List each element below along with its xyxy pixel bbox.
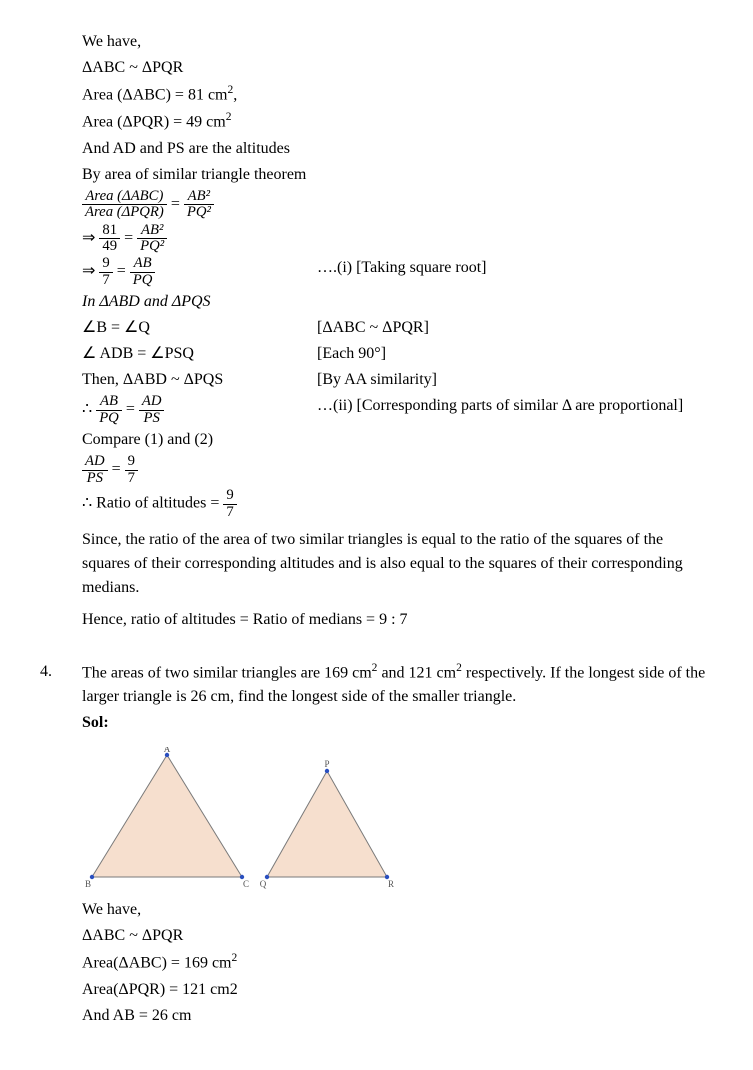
vertex-dot [325,769,329,773]
numerator: AB [96,394,122,410]
fraction: AB PQ [130,256,156,288]
proof-line: Compare (1) and (2) [82,428,713,452]
proof-line: In ΔABD and ΔPQS [82,290,713,314]
numerator: 9 [99,256,112,272]
sol-line: Area(ΔABC) = 169 cm2 [82,950,713,975]
note: ….(i) [Taking square root] [317,256,713,288]
denominator: 7 [223,505,236,520]
fraction: 81 49 [99,223,120,255]
triangle-abc [92,755,242,877]
note: [Each 90°] [317,342,713,366]
numerator: AD [82,454,108,470]
denominator: Area (ΔPQR) [82,205,167,220]
note: …(ii) [Corresponding parts of similar Δ … [317,394,713,426]
numerator: AB [130,256,156,272]
sol-line: ΔABC ~ ΔPQR [82,924,713,948]
denominator: 7 [99,273,112,288]
numerator: 9 [223,488,236,504]
denominator: PS [82,471,108,486]
vertex-label: R [388,879,394,889]
implies: ⇒ [82,229,99,246]
denominator: PQ² [137,239,167,254]
proof-line: By area of similar triangle theorem [82,163,713,187]
text: Area (ΔPQR) = 49 cm [82,114,226,131]
equals: = [126,401,139,418]
numerator: 81 [99,223,120,239]
vertex-label: C [243,879,249,889]
exponent: 2 [226,111,232,123]
numerator: 9 [125,454,138,470]
triangle-pqr [267,771,387,877]
triangles-svg: A B C P Q R [82,747,402,892]
sol-line: Area(ΔPQR) = 121 cm2 [82,978,713,1002]
denominator: PQ [96,411,122,426]
exponent: 2 [232,952,238,964]
numerator: Area (ΔABC) [82,189,167,205]
text: The areas of two similar triangles are 1… [82,664,372,681]
explanation-paragraph: Since, the ratio of the area of two simi… [82,528,713,600]
equation: Area (ΔABC) Area (ΔPQR) = AB² PQ² [82,189,713,221]
denominator: PQ² [184,205,214,220]
proof-row: ∠ ADB = ∠PSQ [Each 90°] [82,342,713,366]
text: , [233,86,237,103]
denominator: PS [139,411,165,426]
equals: = [112,461,125,478]
sol-line: We have, [82,898,713,922]
equation-row: ∴ AB PQ = AD PS …(ii) [Corresponding par… [82,394,713,426]
proof-line: We have, [82,30,713,54]
vertex-label: Q [260,879,267,889]
text: Area (ΔABC) = 81 cm [82,86,228,103]
vertex-label: B [85,879,91,889]
conclusion: Hence, ratio of altitudes = Ratio of med… [82,608,713,632]
fraction: AB² PQ² [184,189,214,221]
text: and 121 cm [377,664,456,681]
proof-line: Area (ΔPQR) = 49 cm2 [82,109,713,134]
fraction: AB PQ [96,394,122,426]
note: [By AA similarity] [317,368,713,392]
vertex-label: A [164,747,171,754]
solution-label: Sol: [82,711,713,735]
equation-row: ⇒ 9 7 = AB PQ ….(i) [Taking square root] [82,256,713,288]
triangle-figure: A B C P Q R [82,747,713,892]
equals: = [117,263,130,280]
proof-line: ∴ Ratio of altitudes = 9 7 [82,488,713,520]
implies: ⇒ [82,263,99,280]
numerator: AD [139,394,165,410]
fraction: AB² PQ² [137,223,167,255]
numerator: AB² [184,189,214,205]
numerator: AB² [137,223,167,239]
vertex-label: P [324,759,329,769]
proof-line: ΔABC ~ ΔPQR [82,56,713,80]
proof-line: And AD and PS are the altitudes [82,137,713,161]
proof-row: Then, ΔABD ~ ΔPQS [By AA similarity] [82,368,713,392]
lhs: ∠B = ∠Q [82,316,317,340]
equals: = [171,195,184,212]
fraction: AD PS [139,394,165,426]
fraction: AD PS [82,454,108,486]
denominator: 7 [125,471,138,486]
fraction: 9 7 [125,454,138,486]
fraction: 9 7 [223,488,236,520]
fraction: 9 7 [99,256,112,288]
question-text: The areas of two similar triangles are 1… [82,660,713,709]
note: [ΔABC ~ ΔPQR] [317,316,713,340]
lhs: ∠ ADB = ∠PSQ [82,342,317,366]
proof-row: ∠B = ∠Q [ΔABC ~ ΔPQR] [82,316,713,340]
denominator: PQ [130,273,156,288]
proof-line: Area (ΔABC) = 81 cm2, [82,82,713,107]
text: ∴ Ratio of altitudes = [82,495,223,512]
therefore: ∴ [82,401,96,418]
fraction: Area (ΔABC) Area (ΔPQR) [82,189,167,221]
equation: ⇒ 81 49 = AB² PQ² [82,223,713,255]
lhs: Then, ΔABD ~ ΔPQS [82,368,317,392]
denominator: 49 [99,239,120,254]
sol-line: And AB = 26 cm [82,1004,713,1028]
equals: = [124,229,137,246]
question-number: 4. [40,660,52,684]
equation: AD PS = 9 7 [82,454,713,486]
text: Area(ΔABC) = 169 cm [82,955,232,972]
